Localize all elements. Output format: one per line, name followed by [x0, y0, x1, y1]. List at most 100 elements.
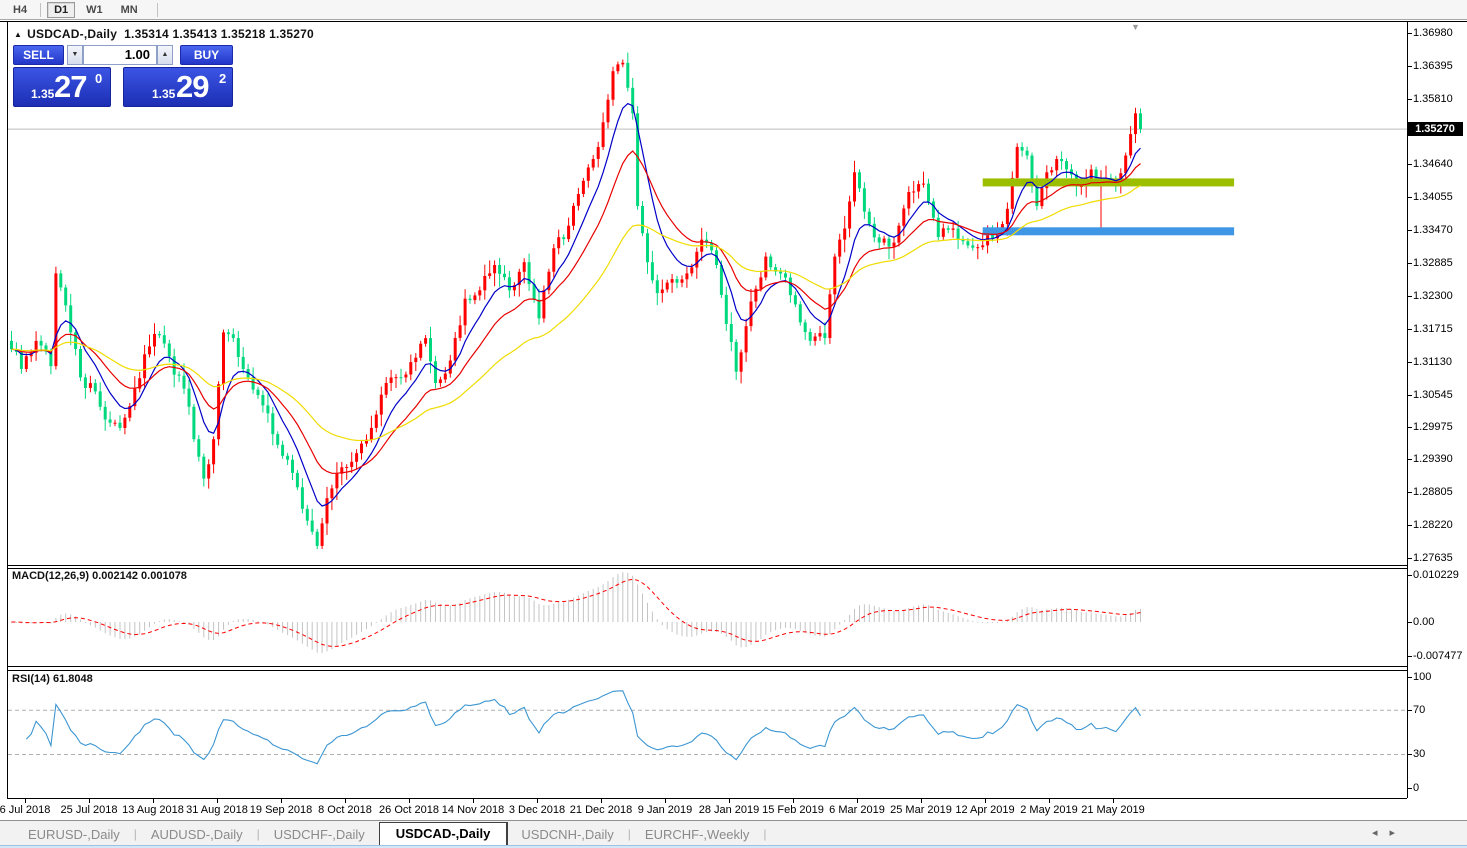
- one-click-trading-panel: SELL ▼ 1.00 ▲ BUY 1.35 27 0 1.35 29 2: [13, 45, 233, 107]
- price-tick-label: 1.28220: [1413, 519, 1453, 532]
- price-tick: [1408, 394, 1412, 396]
- price-tick: [1408, 98, 1412, 100]
- date-label: 14 Nov 2018: [441, 804, 505, 816]
- price-tick: [1408, 263, 1412, 265]
- support-line: [982, 227, 1235, 236]
- price-tick: [1408, 361, 1412, 363]
- price-tick-label: 1.35810: [1413, 92, 1453, 105]
- candlestick-chart[interactable]: [8, 22, 1407, 565]
- date-label: 13 Aug 2018: [122, 804, 184, 816]
- toolbar-separator: [40, 2, 42, 17]
- tab-audusd-daily[interactable]: AUDUSD-,Daily: [150, 827, 243, 842]
- medium-ma: [11, 150, 1141, 474]
- price-tick: [1408, 230, 1412, 232]
- price-tick: [1408, 65, 1412, 67]
- tab-separator: |: [133, 826, 137, 841]
- fast-ma: [11, 102, 1141, 507]
- candles: [10, 52, 1142, 550]
- trade-controls-row: SELL ▼ 1.00 ▲ BUY: [13, 45, 233, 65]
- price-tick-label: 1.27635: [1413, 552, 1453, 564]
- period-button-h4[interactable]: H4: [13, 3, 28, 16]
- toolbar-separator: [156, 2, 158, 17]
- rsi-axis-label: 0: [1413, 781, 1420, 794]
- date-tick: [793, 799, 794, 803]
- tab-eurusd-daily[interactable]: EURUSD-,Daily: [28, 827, 120, 842]
- buy-price-point: 2: [219, 71, 227, 86]
- date-tick: [25, 799, 26, 803]
- symbol-marker-icon: ▲: [14, 30, 23, 39]
- buy-button[interactable]: BUY: [180, 45, 233, 65]
- sell-price-button[interactable]: 1.35 27 0: [13, 67, 111, 107]
- sell-button[interactable]: SELL: [13, 45, 64, 65]
- macd-axis-label-tick: [1408, 656, 1412, 658]
- tab-scroll-right-icon[interactable]: ▸: [1389, 827, 1407, 839]
- date-tick: [601, 799, 602, 803]
- price-tick-label: 1.31715: [1413, 322, 1453, 335]
- tab-usdchf-daily[interactable]: USDCHF-,Daily: [273, 827, 365, 842]
- date-tick: [281, 799, 282, 803]
- date-tick: [217, 799, 218, 803]
- price-tick-label: 1.36395: [1413, 59, 1453, 72]
- date-tick: [1049, 799, 1050, 803]
- price-tick-label: 1.34055: [1413, 191, 1453, 204]
- rsi-pane-top-border: [7, 670, 1407, 671]
- chart-tab-bar: EURUSD-,Daily | AUDUSD-,Daily | USDCHF-,Dail…: [0, 820, 1467, 846]
- date-tick: [729, 799, 730, 803]
- date-label: 28 Jan 2019: [698, 804, 760, 816]
- date-label: 25 Mar 2019: [890, 804, 952, 816]
- tab-scroll-arrows[interactable]: ◂▸: [1372, 826, 1407, 839]
- volume-input[interactable]: 1.00: [83, 45, 157, 65]
- rsi-label: RSI(14) 61.8048: [12, 673, 93, 685]
- date-label: 6 Jul 2018: [0, 804, 51, 816]
- date-label: 15 Feb 2019: [762, 804, 824, 816]
- timeframe-toolbar: H4 D1 W1 MN: [0, 0, 1467, 20]
- period-button-d1[interactable]: D1: [47, 1, 76, 18]
- date-label: 9 Jan 2019: [637, 804, 693, 816]
- price-tick-label: 1.32885: [1413, 257, 1453, 270]
- rsi-indicator-pane[interactable]: [8, 671, 1407, 797]
- price-tick-label: 1.28805: [1413, 486, 1453, 499]
- date-tick: [1113, 799, 1114, 803]
- price-tick: [1408, 164, 1412, 166]
- macd-axis-label-tick: [1408, 574, 1412, 576]
- period-button-w1[interactable]: W1: [86, 3, 103, 16]
- volume-decrease-button[interactable]: ▼: [67, 45, 83, 65]
- date-label: 3 Dec 2018: [508, 804, 566, 816]
- macd-indicator-pane[interactable]: [8, 569, 1407, 665]
- rsi-axis-label-tick: [1408, 754, 1412, 756]
- macd-signal-line: [11, 578, 1141, 647]
- buy-price-pips: 29: [176, 69, 209, 104]
- date-tick: [89, 799, 90, 803]
- volume-increase-button[interactable]: ▲: [157, 45, 173, 65]
- date-label: 21 May 2019: [1081, 804, 1145, 816]
- tab-scroll-left-icon[interactable]: ◂: [1371, 827, 1390, 839]
- current-price-tag: 1.35270: [1407, 122, 1463, 137]
- date-tick: [153, 799, 154, 803]
- tab-eurchf-weekly[interactable]: EURCHF-,Weekly: [644, 827, 750, 842]
- tab-separator: |: [627, 826, 631, 841]
- date-tick: [473, 799, 474, 803]
- date-label: 26 Oct 2018: [379, 804, 439, 816]
- price-tick: [1408, 295, 1412, 297]
- buy-price-button[interactable]: 1.35 29 2: [123, 67, 233, 107]
- date-label: 31 Aug 2018: [186, 804, 248, 816]
- price-tick: [1408, 197, 1412, 199]
- main-pane-bottom-border: [7, 565, 1407, 566]
- date-label: 21 Dec 2018: [569, 804, 633, 816]
- price-tick-label: 1.34640: [1413, 158, 1453, 171]
- price-tick: [1408, 525, 1412, 527]
- macd-name: MACD(12,26,9): [12, 570, 90, 582]
- tab-usdcnh-daily[interactable]: USDCNH-,Daily: [521, 827, 614, 842]
- price-tick: [1408, 492, 1412, 494]
- rsi-axis-label-tick: [1408, 787, 1412, 789]
- sell-price-point: 0: [95, 71, 103, 86]
- date-label: 25 Jul 2018: [60, 804, 118, 816]
- macd-axis-label: 0.00: [1413, 616, 1435, 628]
- chart-shift-marker-icon[interactable]: ▼: [1131, 22, 1140, 32]
- tab-usdcad-daily[interactable]: USDCAD-,Daily: [378, 822, 508, 846]
- macd-pane-bottom-border: [7, 666, 1407, 667]
- period-button-mn[interactable]: MN: [120, 3, 138, 16]
- buy-price-base: 1.35: [152, 87, 176, 101]
- rsi-axis-label-tick: [1408, 710, 1412, 712]
